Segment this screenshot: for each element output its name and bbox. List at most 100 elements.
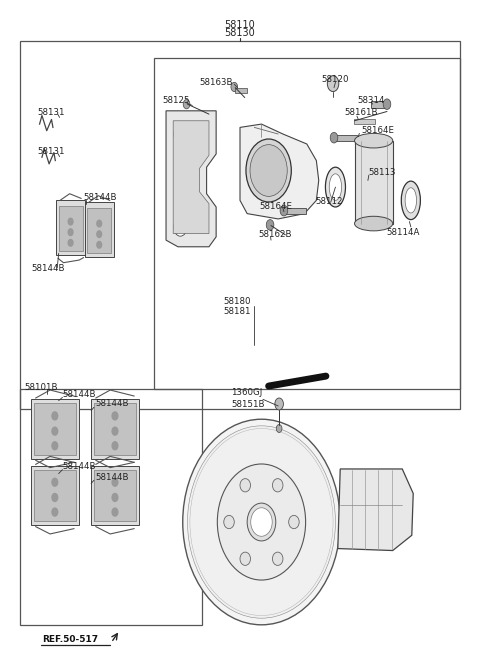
Circle shape (174, 218, 187, 236)
Circle shape (112, 412, 118, 420)
Text: 58162B: 58162B (258, 230, 292, 239)
Text: 58112: 58112 (315, 197, 343, 206)
Text: 58151B: 58151B (231, 400, 265, 409)
Circle shape (112, 442, 118, 450)
Circle shape (68, 240, 73, 246)
Ellipse shape (246, 139, 291, 202)
Bar (59, 206, 83, 252)
Text: 58144B: 58144B (62, 462, 96, 472)
Bar (94, 470, 136, 521)
Circle shape (112, 508, 118, 516)
Circle shape (266, 220, 274, 230)
Text: 58125: 58125 (163, 97, 190, 105)
Text: 58130: 58130 (225, 28, 255, 38)
Circle shape (280, 205, 288, 216)
Ellipse shape (329, 174, 342, 200)
Circle shape (68, 218, 73, 225)
Ellipse shape (217, 464, 306, 580)
Text: 58181: 58181 (223, 307, 251, 316)
Bar (21, 41, 459, 410)
Ellipse shape (355, 216, 393, 231)
Text: 58163B: 58163B (199, 78, 233, 87)
Text: 58113: 58113 (368, 168, 396, 177)
Bar (94, 404, 136, 455)
Ellipse shape (247, 503, 276, 541)
Circle shape (68, 229, 73, 236)
Circle shape (52, 494, 58, 501)
Bar (34, 404, 76, 455)
Bar (354, 119, 375, 124)
Circle shape (112, 478, 118, 486)
Text: 58120: 58120 (321, 75, 348, 84)
Bar (34, 470, 76, 521)
Polygon shape (240, 124, 319, 219)
Ellipse shape (325, 167, 346, 207)
Text: 58164E: 58164E (362, 127, 395, 135)
Circle shape (330, 133, 338, 143)
Bar (235, 89, 247, 93)
Polygon shape (338, 469, 413, 551)
Polygon shape (355, 141, 393, 224)
Circle shape (276, 424, 282, 432)
Text: 58314: 58314 (357, 97, 384, 105)
Ellipse shape (188, 426, 336, 618)
Bar (31, 400, 79, 459)
Bar (333, 135, 357, 141)
Text: 58144B: 58144B (31, 264, 64, 272)
Circle shape (97, 242, 102, 248)
Ellipse shape (355, 133, 393, 148)
Circle shape (52, 508, 58, 516)
Bar (31, 466, 79, 525)
Circle shape (327, 76, 339, 92)
Circle shape (52, 412, 58, 420)
Text: 58144B: 58144B (84, 192, 117, 202)
Ellipse shape (273, 552, 283, 565)
Circle shape (275, 398, 283, 410)
Circle shape (383, 99, 391, 109)
Ellipse shape (251, 507, 272, 536)
Circle shape (52, 427, 58, 435)
Bar (21, 390, 202, 625)
Text: 58131: 58131 (37, 147, 65, 157)
Text: 58101B: 58101B (24, 383, 58, 392)
Ellipse shape (240, 552, 251, 565)
Text: 58144B: 58144B (95, 400, 129, 408)
Bar (91, 466, 139, 525)
Text: 58144B: 58144B (62, 390, 96, 399)
Ellipse shape (250, 145, 287, 196)
Text: 58114A: 58114A (386, 228, 420, 236)
Bar (283, 208, 306, 214)
Ellipse shape (288, 515, 299, 529)
Ellipse shape (240, 479, 251, 492)
Circle shape (183, 99, 190, 109)
Bar (371, 101, 388, 107)
Circle shape (97, 220, 102, 227)
Bar (91, 400, 139, 459)
Circle shape (97, 231, 102, 238)
Circle shape (174, 125, 187, 143)
Bar (56, 200, 85, 254)
Text: 58144B: 58144B (95, 473, 129, 482)
Ellipse shape (273, 479, 283, 492)
Text: 58161B: 58161B (344, 109, 378, 117)
Ellipse shape (401, 181, 420, 220)
Circle shape (112, 494, 118, 501)
Ellipse shape (224, 515, 234, 529)
Ellipse shape (405, 188, 417, 213)
Text: REF.50-517: REF.50-517 (42, 635, 98, 644)
Ellipse shape (183, 419, 340, 625)
Text: 58131: 58131 (37, 109, 65, 117)
Polygon shape (173, 121, 209, 234)
Text: 58180: 58180 (223, 296, 251, 306)
Circle shape (112, 427, 118, 435)
Circle shape (52, 478, 58, 486)
Bar (85, 202, 114, 256)
Circle shape (52, 442, 58, 450)
Text: 58164E: 58164E (259, 202, 292, 212)
Bar (87, 208, 111, 254)
Bar (154, 58, 459, 390)
Circle shape (231, 83, 238, 92)
Text: 58110: 58110 (225, 19, 255, 29)
Polygon shape (166, 111, 216, 247)
Text: 1360GJ: 1360GJ (231, 388, 263, 397)
